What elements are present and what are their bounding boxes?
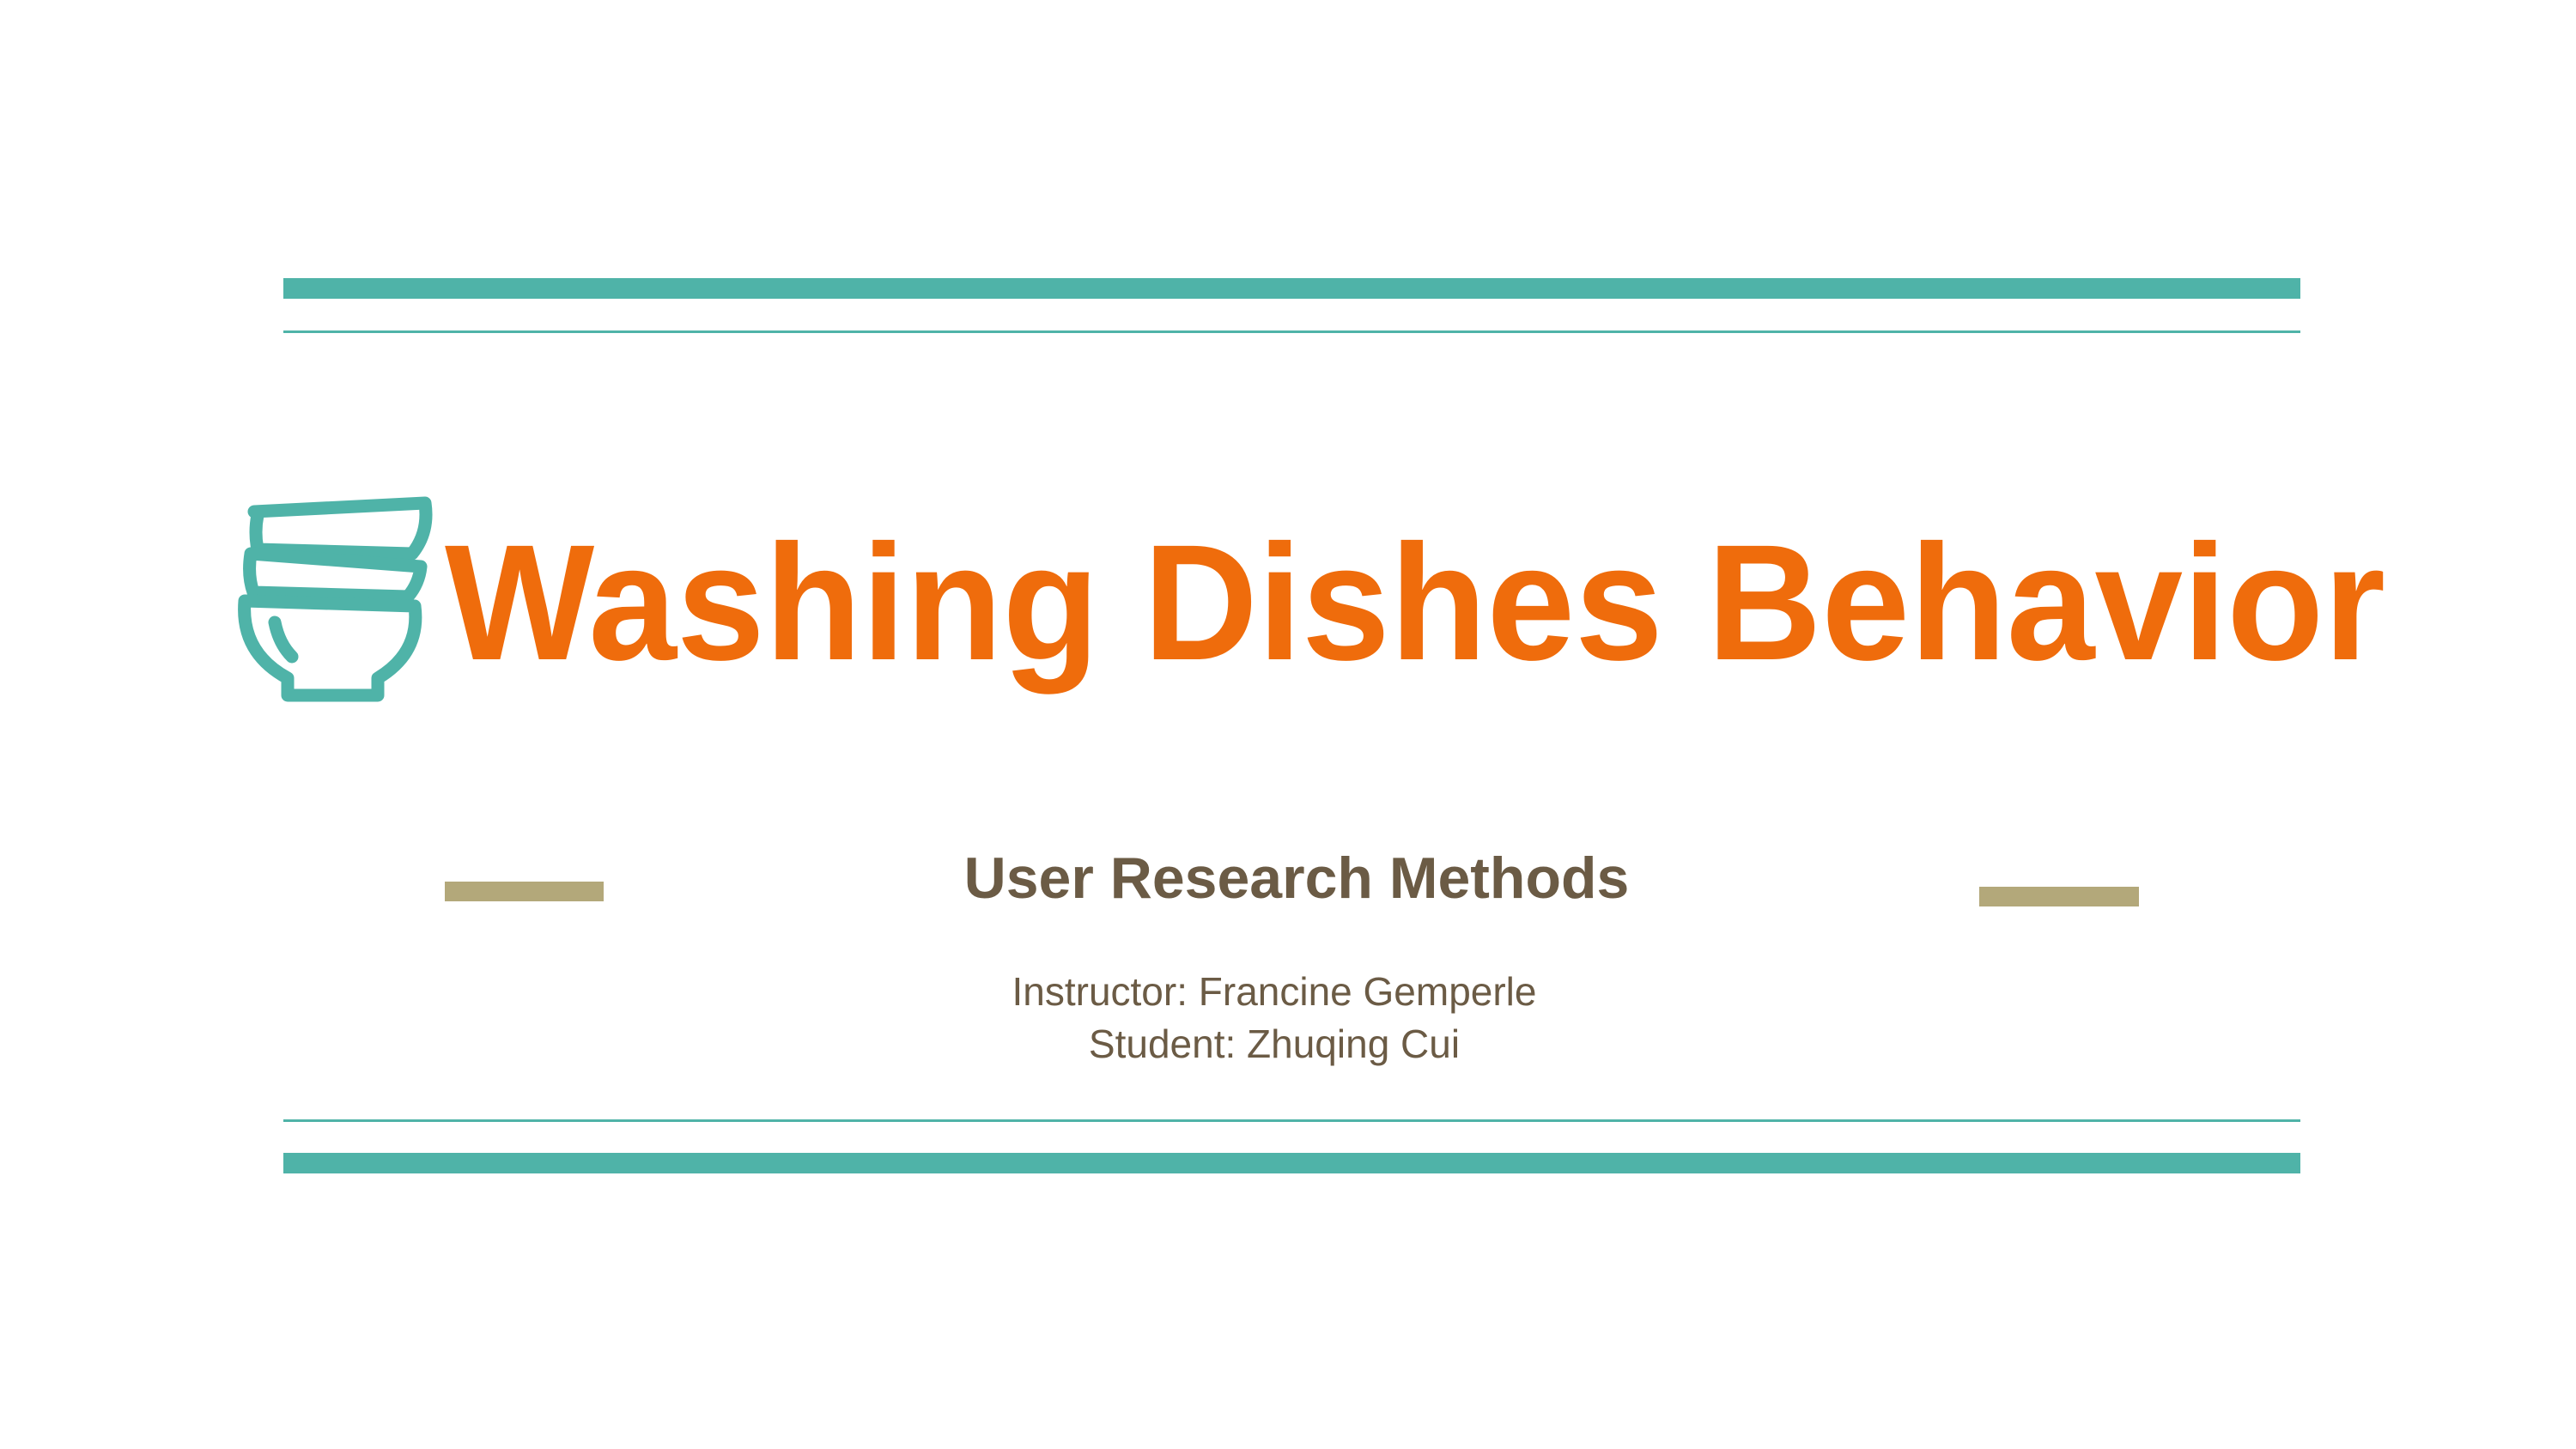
bottom-thick-bar [283,1153,2300,1173]
subtitle: User Research Methods [964,846,1630,911]
title: Washing Dishes Behavior [445,510,2385,694]
top-thick-bar [283,278,2300,299]
right-accent-bar [1979,887,2139,906]
instructor-line: Instructor: Francine Gemperle [1012,969,1536,1014]
bowls-icon [238,496,433,702]
top-thin-line [283,330,2300,333]
student-line: Student: Zhuqing Cui [1089,1022,1460,1066]
bottom-thin-line [283,1119,2300,1122]
left-accent-bar [445,882,604,901]
